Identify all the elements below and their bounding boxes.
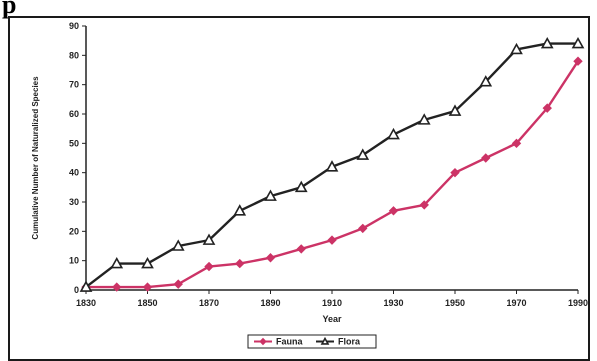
data-point-fauna: [235, 258, 245, 269]
data-point-flora: [141, 256, 154, 269]
x-tick-label: 1870: [199, 298, 219, 308]
data-point-fauna: [296, 244, 306, 254]
legend-label-fauna: Fauna: [276, 337, 303, 347]
x-tick-label: 1930: [383, 298, 403, 308]
x-tick-label: 1830: [76, 298, 96, 308]
page-heading: p: [2, 0, 17, 19]
y-tick-label: 70: [69, 80, 79, 90]
y-tick-label: 0: [74, 285, 79, 295]
x-tick-label: 1890: [260, 298, 280, 308]
y-tick-label: 90: [69, 21, 79, 31]
data-point-fauna: [573, 56, 583, 66]
data-point-flora: [387, 127, 400, 140]
data-point-flora: [264, 189, 277, 201]
y-tick-label: 10: [69, 256, 79, 266]
x-tick-label: 1950: [445, 298, 465, 308]
data-point-flora: [571, 36, 585, 49]
y-tick-label: 40: [69, 168, 79, 178]
data-point-fauna: [204, 261, 214, 272]
y-axis-title: Cumulative Number of Naturalized Species: [31, 76, 40, 240]
y-tick-label: 60: [69, 109, 79, 119]
series-fauna: [81, 56, 583, 292]
data-point-flora: [325, 160, 339, 172]
data-point-fauna: [388, 206, 399, 216]
data-point-fauna: [142, 282, 153, 292]
x-tick-label: 1990: [568, 298, 588, 308]
x-axis-title: Year: [322, 314, 342, 324]
chart-labels: Cumulative Number of Naturalized Species…: [31, 76, 342, 324]
data-point-flora: [417, 113, 431, 125]
series-flora: [79, 36, 585, 292]
data-point-fauna: [265, 253, 276, 263]
legend-swatch-marker: [320, 336, 330, 345]
data-point-flora: [233, 204, 247, 216]
y-tick-label: 20: [69, 226, 79, 236]
data-point-flora: [202, 233, 216, 245]
data-point-flora: [540, 36, 554, 49]
x-tick-label: 1970: [506, 298, 526, 308]
data-point-fauna: [542, 103, 552, 113]
data-point-flora: [171, 239, 185, 251]
data-point-flora: [110, 256, 124, 269]
y-tick-label: 80: [69, 50, 79, 60]
data-point-flora: [294, 180, 308, 193]
x-tick-label: 1850: [137, 298, 157, 308]
data-point-fauna: [511, 138, 522, 149]
chart-legend: Fauna Flora: [247, 334, 377, 349]
data-point-fauna: [358, 223, 368, 234]
legend-label-flora: Flora: [338, 337, 361, 347]
series-line-fauna: [86, 60, 580, 289]
legend-swatch-marker: [259, 337, 267, 346]
data-point-flora: [479, 75, 493, 87]
chart-series: [79, 36, 585, 292]
data-point-fauna: [327, 235, 337, 245]
x-tick-label: 1910: [322, 298, 342, 308]
y-tick-label: 50: [69, 138, 79, 148]
data-point-fauna: [173, 279, 183, 289]
data-point-fauna: [450, 167, 460, 178]
data-point-fauna: [481, 153, 491, 163]
data-point-flora: [79, 280, 93, 292]
data-point-flora: [448, 104, 462, 116]
data-point-fauna: [112, 282, 122, 292]
data-point-flora: [510, 42, 523, 55]
data-point-flora: [356, 148, 370, 160]
data-point-fauna: [419, 200, 429, 210]
legend-box: [247, 334, 377, 349]
y-tick-label: 30: [69, 197, 79, 207]
